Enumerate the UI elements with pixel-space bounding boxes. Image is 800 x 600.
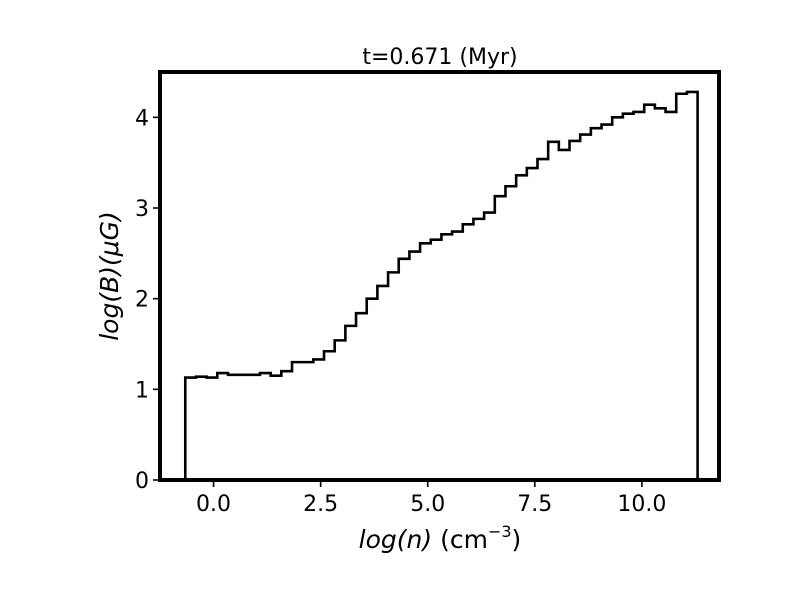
x-tick-label: 5.0	[410, 492, 445, 517]
x-tick-label: 10.0	[617, 492, 666, 517]
x-tick-label: 0.0	[196, 492, 231, 517]
x-axis: 0.0 2.5 5.0 7.5 10.0	[196, 480, 666, 517]
x-axis-label-exponent: −3	[488, 522, 512, 541]
plot-frame	[158, 70, 721, 482]
y-tick-label: 4	[135, 106, 149, 131]
histogram-step-line	[183, 90, 699, 480]
x-axis-label: log(n) (cm−3)	[359, 522, 522, 554]
y-axis-label: log(B)(μG)	[95, 211, 124, 341]
y-tick-label: 0	[135, 469, 149, 494]
y-axis-label-main: log(B)	[95, 266, 124, 341]
y-tick-label: 2	[135, 288, 149, 313]
y-tick-label: 1	[135, 378, 149, 403]
x-axis-label-unit: (cm	[440, 525, 488, 554]
y-axis: 0 1 2 3 4	[135, 106, 160, 494]
x-axis-label-main: log(n)	[359, 525, 432, 554]
chart-title: t=0.671 (Myr)	[362, 45, 517, 70]
y-tick-label: 3	[135, 197, 149, 222]
x-axis-label-close: )	[512, 525, 522, 554]
x-tick-label: 7.5	[517, 492, 552, 517]
y-axis-label-unit: (μG)	[95, 211, 124, 266]
x-tick-label: 2.5	[303, 492, 338, 517]
